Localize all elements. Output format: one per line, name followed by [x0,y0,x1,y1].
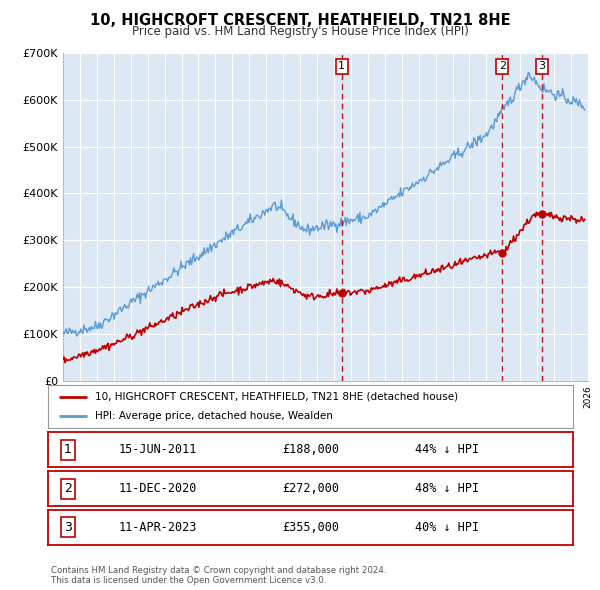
Text: 15-JUN-2011: 15-JUN-2011 [119,443,197,456]
Text: £188,000: £188,000 [282,443,339,456]
Text: 10, HIGHCROFT CRESCENT, HEATHFIELD, TN21 8HE: 10, HIGHCROFT CRESCENT, HEATHFIELD, TN21… [89,13,511,28]
Text: 2: 2 [64,482,72,495]
Text: 10, HIGHCROFT CRESCENT, HEATHFIELD, TN21 8HE (detached house): 10, HIGHCROFT CRESCENT, HEATHFIELD, TN21… [95,392,458,402]
Text: 3: 3 [538,61,545,71]
Text: 44% ↓ HPI: 44% ↓ HPI [415,443,479,456]
Text: £355,000: £355,000 [282,521,339,534]
Text: 48% ↓ HPI: 48% ↓ HPI [415,482,479,495]
Text: 40% ↓ HPI: 40% ↓ HPI [415,521,479,534]
Text: £272,000: £272,000 [282,482,339,495]
Text: 1: 1 [338,61,345,71]
Text: 1: 1 [64,443,72,456]
Text: Price paid vs. HM Land Registry's House Price Index (HPI): Price paid vs. HM Land Registry's House … [131,25,469,38]
Text: 3: 3 [64,521,72,534]
Text: 11-DEC-2020: 11-DEC-2020 [119,482,197,495]
Text: 2: 2 [499,61,506,71]
Text: Contains HM Land Registry data © Crown copyright and database right 2024.
This d: Contains HM Land Registry data © Crown c… [51,566,386,585]
Text: 11-APR-2023: 11-APR-2023 [119,521,197,534]
Text: HPI: Average price, detached house, Wealden: HPI: Average price, detached house, Weal… [95,411,333,421]
